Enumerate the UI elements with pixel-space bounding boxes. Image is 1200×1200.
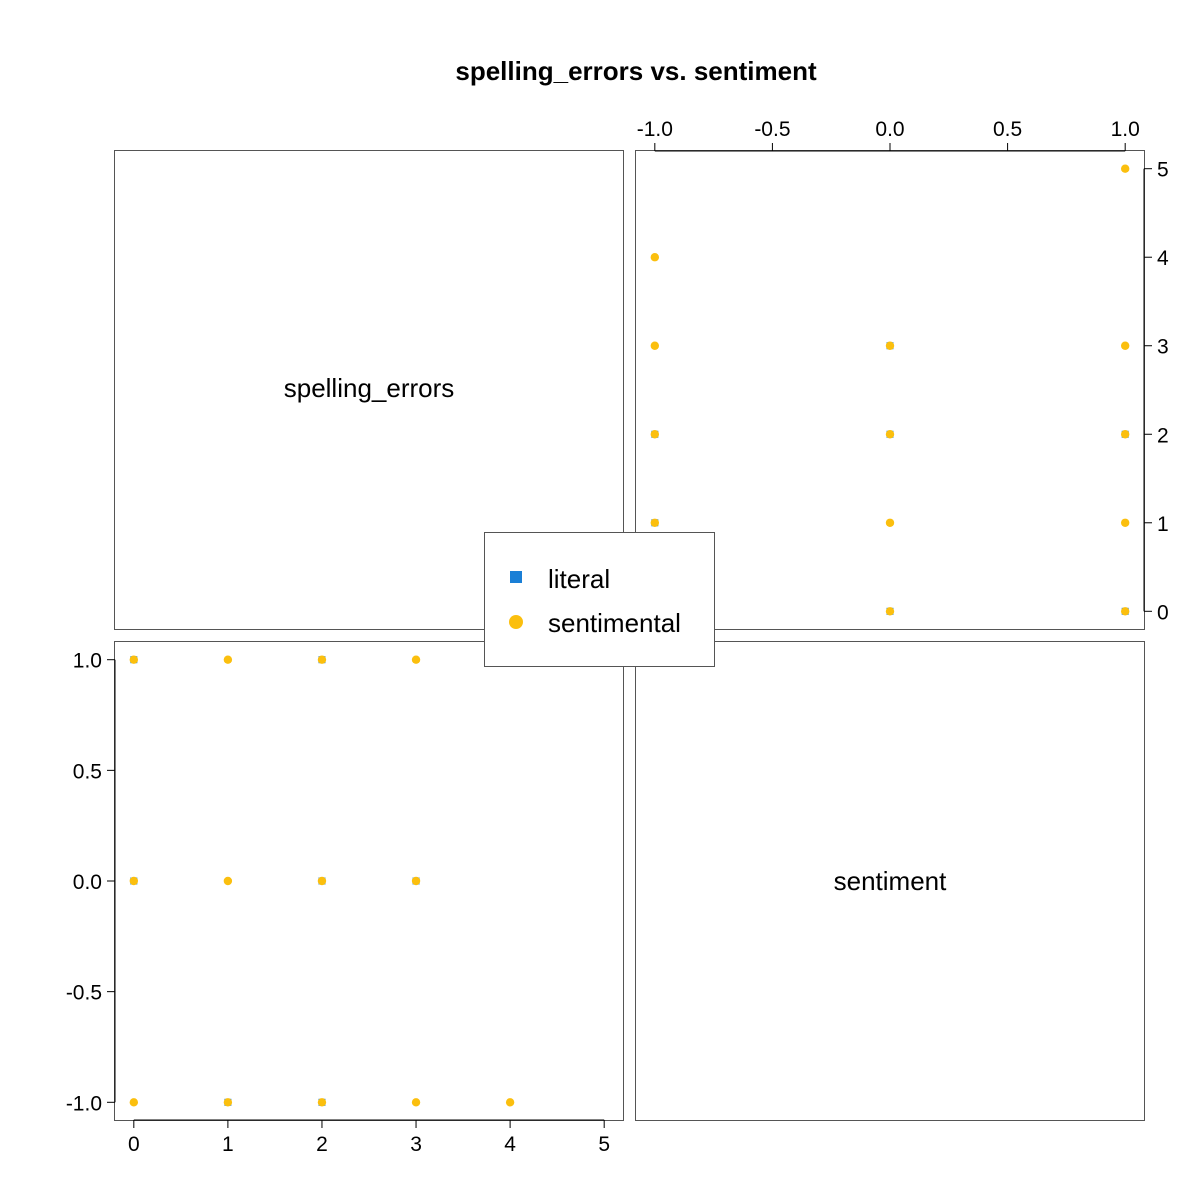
legend-label-sentimental: sentimental bbox=[548, 608, 681, 638]
data-point-sentimental bbox=[1120, 607, 1130, 616]
right-axis-tick-label: 4 bbox=[1157, 247, 1169, 270]
chart-title: spelling_errors vs. sentiment bbox=[455, 56, 817, 86]
bottom-x-axis-spelling-errors: 0 1 2 3 4 5 bbox=[128, 1119, 610, 1156]
bottom-axis-tick-label: 5 bbox=[598, 1133, 610, 1156]
bottom-axis-tick-label: 4 bbox=[504, 1133, 516, 1156]
data-point-sentimental bbox=[129, 1098, 139, 1107]
data-point-sentimental bbox=[317, 876, 327, 886]
data-point-sentimental bbox=[317, 1098, 327, 1107]
legend-label-literal: literal bbox=[548, 564, 610, 594]
points-spelling-errors-vs-sentiment bbox=[129, 655, 609, 1107]
data-point-sentimental bbox=[650, 253, 660, 262]
data-point-sentimental bbox=[505, 1098, 515, 1107]
points-sentiment-vs-spelling-errors bbox=[650, 164, 1130, 616]
top-axis-tick-label: 0.0 bbox=[875, 118, 904, 141]
data-point-sentimental bbox=[411, 876, 421, 886]
data-point-sentimental bbox=[411, 655, 421, 664]
data-point-sentimental bbox=[650, 518, 660, 527]
data-point-sentimental bbox=[1120, 341, 1130, 350]
left-y-axis-sentiment: -1.0 -0.5 0.0 0.5 1.0 bbox=[66, 650, 116, 1115]
data-point-sentimental bbox=[223, 1098, 233, 1107]
left-axis-tick-label: -0.5 bbox=[66, 982, 102, 1005]
data-point-sentimental bbox=[129, 876, 139, 886]
data-point-sentimental bbox=[223, 655, 233, 664]
data-point-sentimental bbox=[129, 655, 139, 664]
bottom-axis-tick-label: 3 bbox=[410, 1133, 422, 1156]
data-point-sentimental bbox=[885, 341, 895, 350]
top-axis-tick-label: -1.0 bbox=[637, 118, 673, 141]
bottom-axis-tick-label: 0 bbox=[128, 1133, 140, 1156]
left-axis-tick-label: 0.5 bbox=[73, 760, 102, 783]
bottom-axis-tick-label: 2 bbox=[316, 1133, 328, 1156]
right-axis-tick-label: 3 bbox=[1157, 336, 1169, 359]
data-point-sentimental bbox=[317, 655, 327, 664]
data-point-sentimental bbox=[885, 607, 895, 616]
top-axis-tick-label: 1.0 bbox=[1111, 118, 1140, 141]
bottom-axis-tick-label: 1 bbox=[222, 1133, 234, 1156]
left-axis-tick-label: 0.0 bbox=[73, 871, 102, 894]
data-point-sentimental bbox=[650, 430, 660, 439]
top-x-axis-sentiment: -1.0 -0.5 0.0 0.5 1.0 bbox=[637, 118, 1140, 152]
panel-top-left bbox=[114, 150, 624, 630]
legend-box bbox=[484, 532, 715, 667]
top-axis-tick-label: -0.5 bbox=[754, 118, 790, 141]
left-axis-tick-label: -1.0 bbox=[66, 1092, 102, 1115]
data-point-sentimental bbox=[1120, 518, 1130, 527]
top-axis-tick-label: 0.5 bbox=[993, 118, 1022, 141]
right-axis-tick-label: 1 bbox=[1157, 513, 1169, 536]
data-point-sentimental bbox=[650, 341, 660, 350]
legend-marker-sentimental bbox=[509, 615, 523, 629]
data-point-sentimental bbox=[885, 518, 895, 527]
legend: literal sentimental bbox=[484, 532, 715, 667]
left-axis-tick-label: 1.0 bbox=[73, 650, 102, 673]
right-axis-tick-label: 0 bbox=[1157, 601, 1169, 624]
data-point-sentimental bbox=[411, 1098, 421, 1107]
diagonal-label-spelling-errors: spelling_errors bbox=[284, 373, 455, 403]
legend-marker-literal bbox=[510, 571, 522, 583]
right-axis-tick-label: 2 bbox=[1157, 424, 1169, 447]
diagonal-label-sentiment: sentiment bbox=[834, 866, 947, 896]
data-point-sentimental bbox=[1120, 430, 1130, 439]
data-point-sentimental bbox=[885, 430, 895, 439]
right-axis-tick-label: 5 bbox=[1157, 159, 1169, 182]
data-point-sentimental bbox=[1120, 164, 1130, 173]
panel-bottom-right bbox=[635, 641, 1145, 1121]
right-y-axis-spelling-errors: 0 1 2 3 4 5 bbox=[1143, 159, 1169, 624]
data-point-sentimental bbox=[223, 876, 233, 886]
